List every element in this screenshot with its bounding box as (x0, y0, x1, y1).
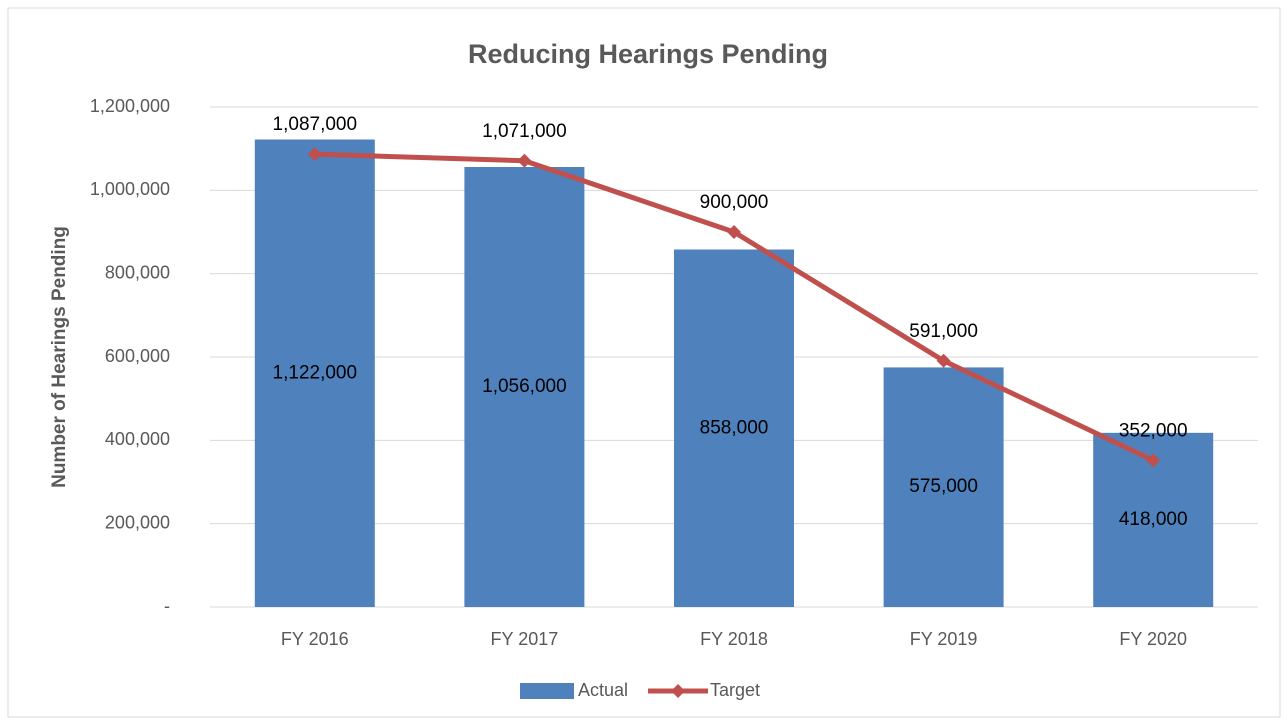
x-tick-label: FY 2019 (910, 629, 978, 649)
line-value-label: 900,000 (700, 192, 769, 213)
line-marker (936, 353, 951, 368)
y-tick-label: 1,000,000 (90, 179, 170, 199)
x-tick-label: FY 2017 (491, 629, 559, 649)
line-marker (517, 153, 532, 168)
y-tick-label: 1,200,000 (90, 96, 170, 116)
legend-label: Target (710, 680, 760, 700)
line-marker (307, 147, 322, 162)
bar-value-label: 1,122,000 (273, 362, 358, 383)
y-tick-label: 200,000 (105, 512, 170, 532)
legend-marker (671, 684, 686, 698)
bar (464, 167, 585, 607)
bar-value-label: 1,056,000 (482, 376, 567, 397)
bar-value-label: 575,000 (909, 476, 978, 497)
y-tick-label: 800,000 (105, 262, 170, 282)
line-marker (727, 225, 741, 239)
line-marker (1146, 453, 1161, 468)
bar (883, 367, 1004, 607)
bar (674, 249, 794, 607)
y-tick-label: - (164, 596, 170, 616)
line-value-label: 352,000 (1119, 420, 1188, 441)
legend-swatch (520, 683, 574, 699)
bar-value-label: 418,000 (1119, 509, 1188, 530)
y-tick-label: 600,000 (105, 346, 170, 366)
bar-value-label: 858,000 (700, 417, 769, 438)
legend-label: Actual (578, 680, 628, 700)
x-tick-label: FY 2020 (1119, 629, 1187, 649)
y-axis-label: Number of Hearings Pending (49, 226, 70, 488)
bar (254, 139, 375, 607)
x-tick-label: FY 2018 (700, 629, 768, 649)
y-tick-label: 400,000 (105, 429, 170, 449)
line-value-label: 1,071,000 (482, 121, 567, 142)
chart-border (7, 7, 1281, 718)
chart-title: Reducing Hearings Pending (468, 39, 828, 69)
x-tick-label: FY 2016 (281, 629, 349, 649)
line-value-label: 591,000 (909, 321, 978, 342)
line-value-label: 1,087,000 (273, 114, 358, 135)
